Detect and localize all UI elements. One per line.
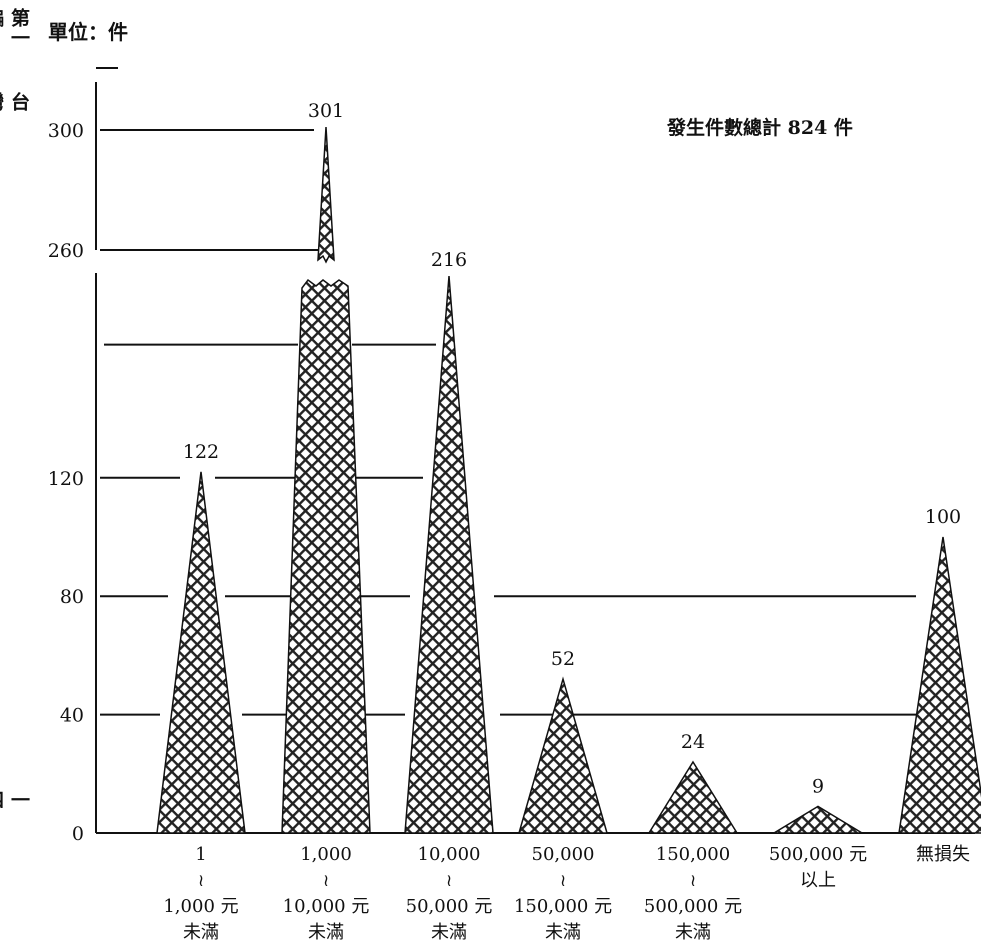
bar [518, 676, 608, 834]
bar-upper-segment [317, 126, 335, 264]
category-label-line: ≀ [323, 871, 329, 891]
category-label-line: ≀ [446, 871, 452, 891]
category-label-line: 150,000 元 [514, 896, 612, 917]
data-label: 100 [925, 506, 961, 528]
bar [404, 275, 494, 834]
bar [898, 536, 981, 834]
side-chapter-label: 第一編 [0, 8, 30, 48]
bars [156, 126, 981, 834]
y-tick-labels: 0 40 80 120 260 300 [48, 120, 84, 845]
category-label-line: 1 [195, 844, 206, 865]
category-label-line: 1,000 [300, 844, 352, 865]
category-label-line: 未滿 [308, 922, 344, 943]
y-tick-label: 80 [60, 586, 84, 608]
page-header: 第一編 台灣地區十年來之犯罪狀況及其趨勢 一四一 單位：件 [0, 0, 981, 810]
category-label-line: 50,000 [532, 844, 595, 865]
side-page-number: 一四一 [0, 790, 30, 810]
category-label-line: 未滿 [675, 922, 711, 943]
category-label-line: 500,000 元 [644, 896, 742, 917]
data-label: 216 [431, 249, 467, 271]
bar [647, 760, 739, 834]
data-label: 24 [681, 731, 705, 753]
category-label-line: 未滿 [545, 922, 581, 943]
category-label-line: 500,000 元 [769, 844, 867, 865]
category-label-line: ≀ [198, 871, 204, 891]
data-label: 122 [183, 441, 219, 463]
category-label-line: 10,000 [418, 844, 481, 865]
category-label-line: 無損失 [916, 844, 970, 865]
category-label-line: 150,000 [656, 844, 730, 865]
side-book-title: 台灣地區十年來之犯罪狀況及其趨勢 [0, 92, 30, 112]
category-label-line: 50,000 元 [406, 896, 493, 917]
data-label: 301 [308, 100, 344, 122]
category-label-line: 未滿 [183, 922, 219, 943]
category-label-line: 未滿 [431, 922, 467, 943]
data-label: 9 [812, 775, 824, 797]
category-label-line: 10,000 元 [283, 896, 370, 917]
unit-label: 單位：件 [48, 20, 128, 44]
y-tick-label: 120 [48, 468, 84, 490]
bar [771, 805, 865, 834]
total-note: 發生件數總計 824 件 [666, 116, 853, 139]
y-tick-label: 300 [48, 120, 84, 142]
y-tick-label: 260 [48, 240, 84, 262]
category-label-line: 以上 [800, 870, 836, 891]
category-label-line: ≀ [560, 871, 566, 891]
y-tick-label: 0 [72, 823, 84, 845]
data-labels: 122 301 216 52 24 9 100 [183, 100, 961, 797]
bar [156, 471, 246, 834]
data-label: 52 [551, 648, 575, 670]
category-label-line: ≀ [690, 871, 696, 891]
bar-lower-segment [281, 278, 371, 834]
y-tick-label: 40 [60, 705, 84, 727]
grid-lines [100, 129, 918, 716]
category-label-line: 1,000 元 [163, 896, 238, 917]
